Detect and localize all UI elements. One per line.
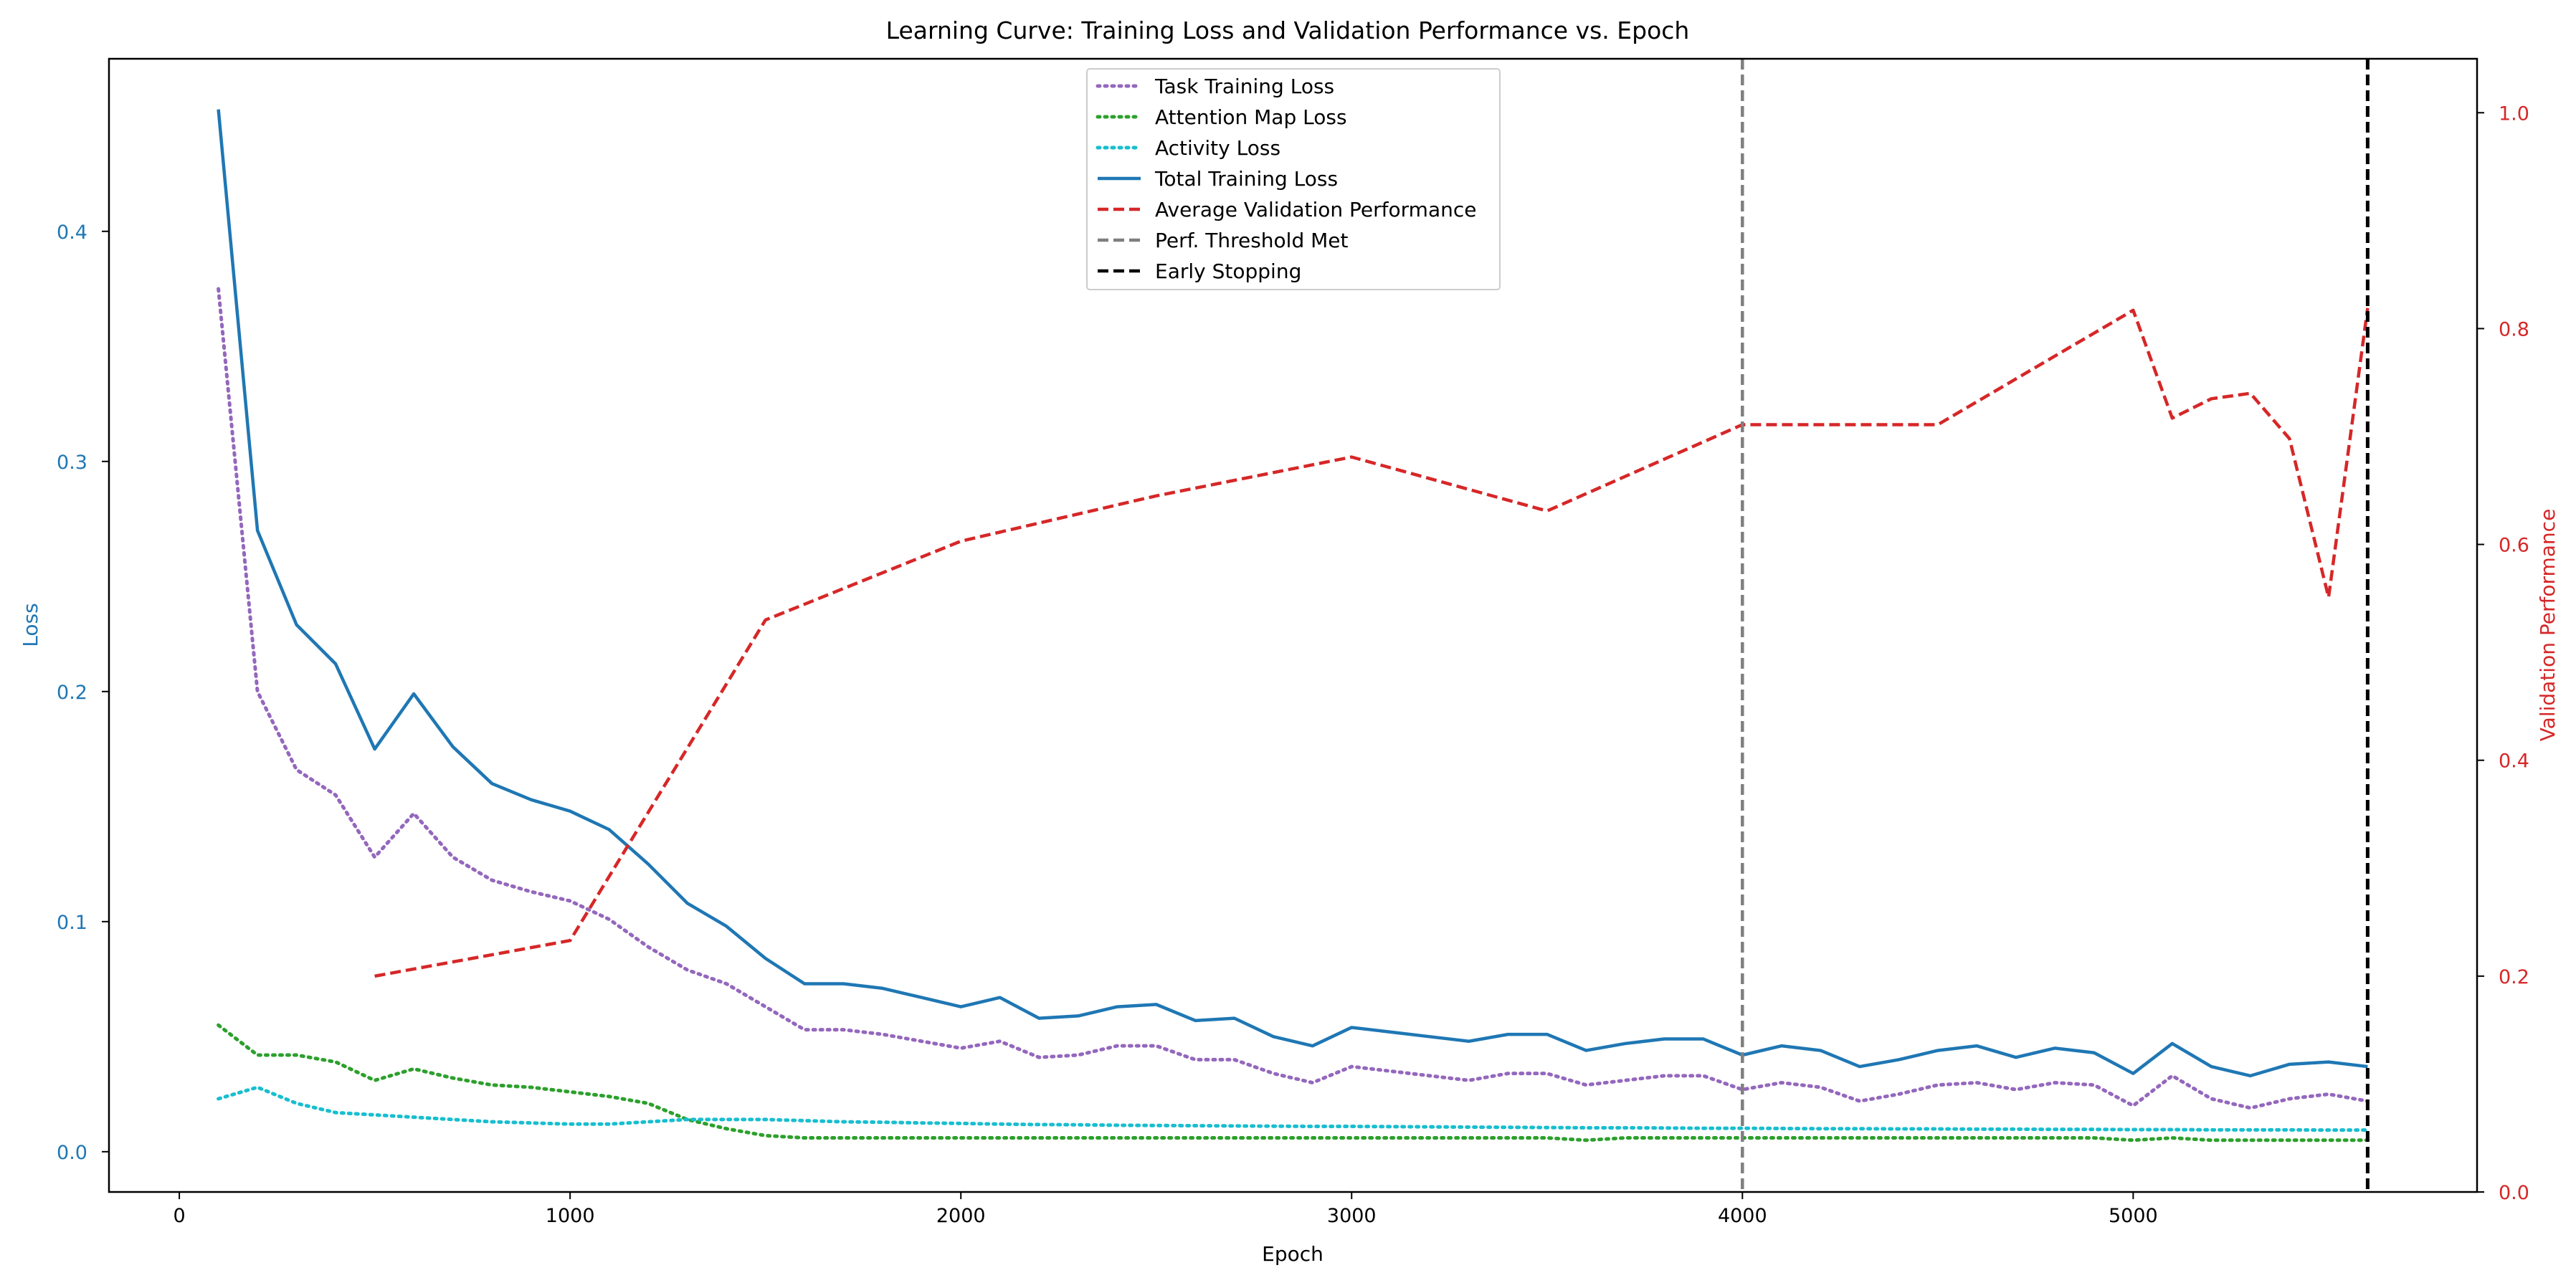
legend: Task Training Loss Attention Map Loss Acti… [1086, 68, 1501, 290]
legend-item-total-training-loss: Total Training Loss [1098, 167, 1338, 191]
x-tick-label: 3000 [1327, 1205, 1377, 1227]
legend-label: Average Validation Performance [1155, 198, 1476, 221]
legend-item-perf-threshold-met: Perf. Threshold Met [1098, 229, 1349, 252]
y-tick-label-left: 0.1 [57, 912, 87, 934]
x-tick-label: 2000 [936, 1205, 986, 1227]
x-tick-label: 5000 [2109, 1205, 2158, 1227]
y-tick-label-right: 0.2 [2499, 966, 2529, 988]
series-attention-map-loss [217, 1023, 2370, 1143]
series-line-task-training-loss [217, 287, 2370, 1110]
y-tick-label-left: 0.0 [57, 1142, 87, 1164]
x-tick-label: 0 [174, 1205, 186, 1227]
series-total-training-loss [217, 109, 2368, 1078]
plot-frame [108, 57, 2478, 1193]
axes-layer: 0 1000 2000 3000 4000 5000 0.0 0.1 0.2 0.3 0.4 0.0 0… [57, 102, 2529, 1227]
legend-label: Task Training Loss [1154, 75, 1334, 98]
series-average-validation-performance [374, 307, 2370, 978]
legend-item-activity-loss: Activity Loss [1095, 136, 1280, 160]
y-tick-label-left: 0.2 [57, 682, 87, 704]
legend-item-average-validation-performance: Average Validation Performance [1098, 198, 1476, 221]
legend-box [1086, 68, 1501, 290]
series-line-total-training-loss [217, 109, 2368, 1078]
chart-title: Learning Curve: Training Loss and Valida… [886, 16, 1690, 44]
legend-item-task-training-loss: Task Training Loss [1095, 75, 1334, 98]
legend-item-attention-map-loss: Attention Map Loss [1095, 105, 1347, 129]
series-task-training-loss [217, 287, 2370, 1110]
y-axis-label-left: Loss [19, 603, 42, 647]
y-axis-label-right: Validation Performance [2536, 509, 2560, 742]
legend-label: Perf. Threshold Met [1155, 229, 1349, 252]
legend-label: Total Training Loss [1154, 167, 1338, 191]
y-tick-label-right: 0.8 [2499, 318, 2529, 340]
y-tick-label-left: 0.3 [57, 452, 87, 474]
y-tick-label-right: 0.4 [2499, 750, 2529, 773]
series-line-average-validation-performance [374, 307, 2370, 978]
x-axis-label: Epoch [1262, 1242, 1323, 1266]
x-tick-label: 1000 [546, 1205, 595, 1227]
x-tick-label: 4000 [1718, 1205, 1767, 1227]
series-layer [217, 109, 2370, 1143]
y-tick-label-left: 0.4 [57, 221, 87, 244]
legend-label: Early Stopping [1155, 259, 1301, 283]
y-tick-label-right: 0.0 [2499, 1182, 2529, 1204]
legend-label: Activity Loss [1155, 136, 1280, 160]
legend-label: Attention Map Loss [1155, 105, 1347, 129]
y-tick-label-right: 1.0 [2499, 102, 2529, 125]
series-line-attention-map-loss [217, 1023, 2370, 1143]
series-line-activity-loss [217, 1085, 2370, 1132]
y-tick-label-right: 0.6 [2499, 535, 2529, 557]
series-activity-loss [217, 1085, 2370, 1132]
vline-layer [1741, 59, 2370, 1192]
legend-items: Task Training Loss Attention Map Loss Acti… [1095, 75, 1476, 283]
legend-item-early-stopping: Early Stopping [1098, 259, 1301, 283]
